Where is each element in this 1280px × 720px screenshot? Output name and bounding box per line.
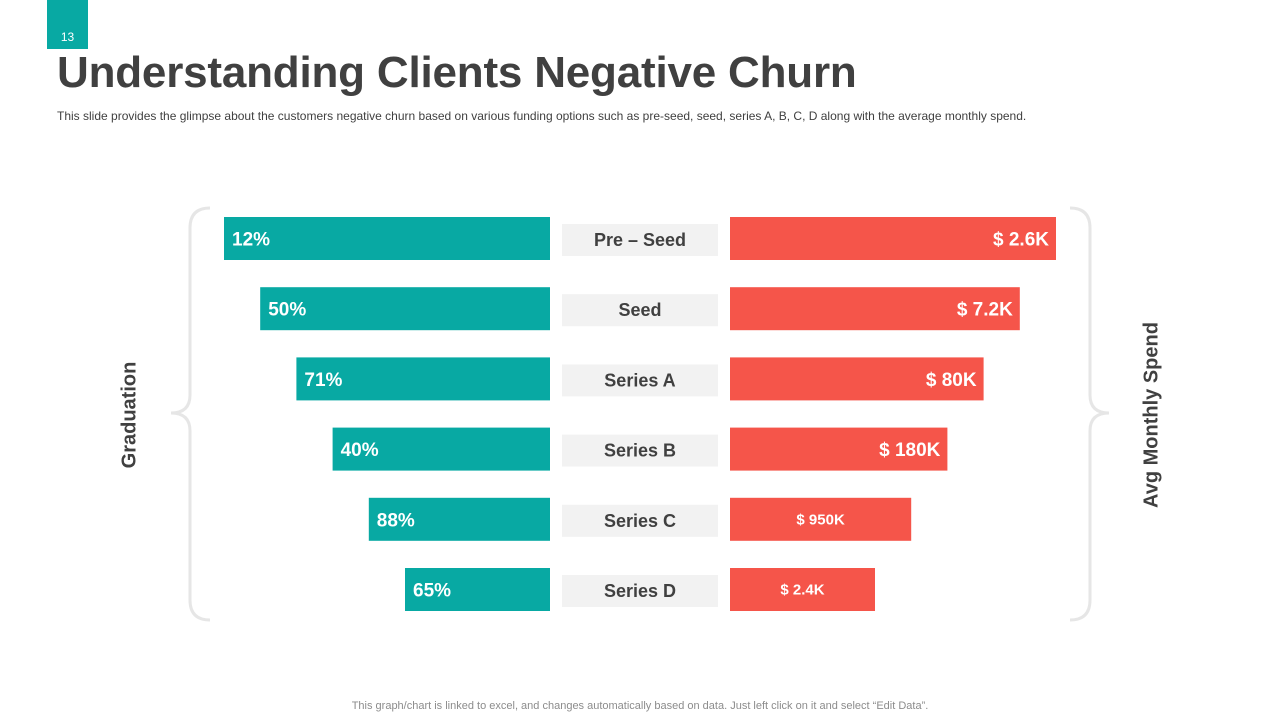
spend-value-label: $ 80K bbox=[926, 370, 977, 391]
page-subtitle: This slide provides the glimpse about th… bbox=[57, 109, 1027, 123]
category-label: Seed bbox=[618, 300, 661, 320]
graduation-bar[interactable] bbox=[260, 287, 550, 331]
graduation-bar[interactable] bbox=[296, 357, 550, 401]
graduation-value-label: 40% bbox=[341, 440, 379, 461]
category-label: Pre – Seed bbox=[594, 230, 686, 250]
spend-bar[interactable] bbox=[730, 357, 984, 401]
footer-note: This graph/chart is linked to excel, and… bbox=[351, 700, 929, 712]
slide-number-badge: 13 bbox=[47, 0, 88, 49]
graduation-value-label: 88% bbox=[377, 510, 415, 531]
category-box bbox=[562, 224, 718, 256]
spend-value-label: $ 7.2K bbox=[957, 300, 1013, 321]
right-axis-label: Avg Monthly Spend bbox=[1140, 322, 1163, 508]
category-box bbox=[562, 434, 718, 467]
spend-value-label: $ 2.6K bbox=[993, 230, 1049, 251]
page-title: Understanding Clients Negative Churn bbox=[57, 48, 857, 97]
left-axis-label: Graduation bbox=[118, 361, 141, 469]
graduation-value-label: 50% bbox=[268, 300, 306, 321]
graduation-value-label: 65% bbox=[413, 581, 451, 602]
spend-bar[interactable] bbox=[730, 427, 948, 471]
right-brace bbox=[1069, 206, 1110, 622]
graduation-bar[interactable] bbox=[224, 217, 550, 260]
category-box bbox=[562, 294, 718, 327]
category-box bbox=[562, 364, 718, 397]
spend-value-label: $ 950K bbox=[796, 511, 845, 528]
spend-bar[interactable] bbox=[730, 568, 875, 611]
category-label: Series C bbox=[604, 511, 676, 531]
graduation-value-label: 71% bbox=[304, 370, 342, 391]
category-box bbox=[562, 504, 718, 537]
spend-bar[interactable] bbox=[730, 497, 912, 541]
spend-value-label: $ 2.4K bbox=[780, 582, 824, 599]
category-label: Series B bbox=[604, 441, 676, 461]
category-label: Series A bbox=[604, 370, 675, 390]
left-brace bbox=[170, 206, 211, 622]
graduation-bar[interactable] bbox=[332, 427, 550, 471]
category-box bbox=[562, 575, 718, 607]
slide-number: 13 bbox=[60, 30, 75, 44]
graduation-bar[interactable] bbox=[368, 497, 550, 541]
graduation-bar[interactable] bbox=[405, 568, 550, 611]
spend-value-label: $ 180K bbox=[879, 440, 941, 461]
graduation-value-label: 12% bbox=[232, 230, 270, 251]
spend-bar[interactable] bbox=[730, 217, 1056, 260]
spend-bar[interactable] bbox=[730, 287, 1020, 331]
category-label: Series D bbox=[604, 581, 676, 601]
